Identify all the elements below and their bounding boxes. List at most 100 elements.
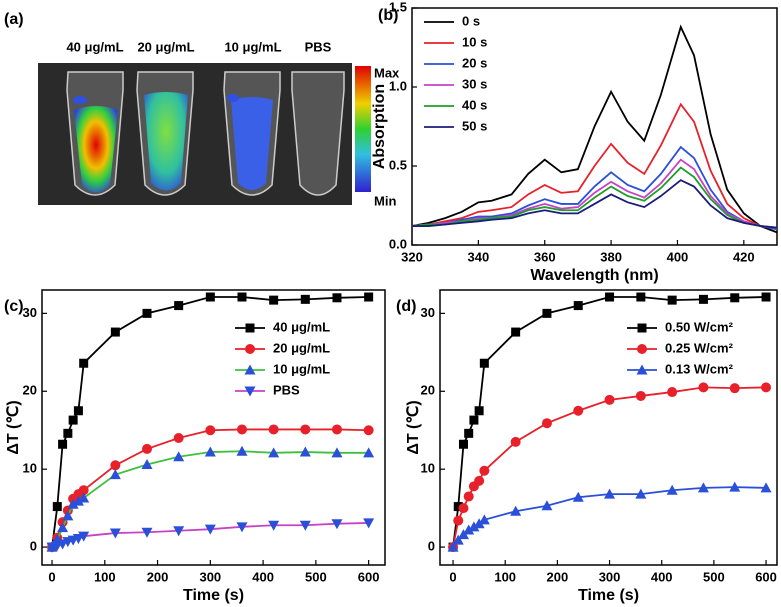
plot-frame: [41, 289, 386, 566]
tube-label: 20 μg/mL: [137, 39, 194, 54]
marker: [464, 428, 474, 438]
marker: [666, 484, 678, 495]
marker: [52, 502, 62, 512]
series-line: [452, 386, 767, 548]
x-axis-label: Time (s): [183, 587, 244, 604]
marker: [331, 447, 343, 458]
x-tick-label: 100: [94, 569, 116, 584]
marker: [269, 295, 279, 305]
marker: [363, 518, 375, 529]
tube-label: 40 μg/mL: [66, 39, 123, 54]
y-tick-label: 0.5: [389, 157, 407, 172]
marker: [331, 424, 342, 435]
x-tick-label: 500: [305, 569, 327, 584]
panel-label: (d): [396, 298, 416, 315]
y-tick-label: 0.0: [389, 236, 407, 251]
marker: [236, 445, 248, 456]
legend-label: 0.25 W/cm²: [665, 340, 734, 355]
series-line: [411, 102, 778, 231]
marker: [142, 308, 152, 318]
plot-frame: [411, 7, 778, 246]
marker: [300, 294, 310, 304]
marker: [300, 424, 311, 435]
marker: [205, 425, 216, 436]
y-tick-label: 10: [23, 461, 37, 476]
y-tick-label: 1.0: [389, 78, 407, 93]
x-tick-label: 320: [401, 249, 423, 264]
marker: [452, 534, 464, 545]
marker: [510, 436, 521, 447]
marker: [363, 447, 375, 458]
x-tick-label: 400: [651, 569, 673, 584]
marker: [541, 500, 553, 511]
marker: [572, 491, 584, 502]
marker: [729, 481, 741, 492]
series-line: [51, 450, 369, 548]
legend-marker: [637, 323, 647, 333]
marker: [468, 521, 480, 532]
legend-label: 0 s: [462, 13, 480, 28]
marker: [463, 524, 475, 535]
legend-label: 0.50 W/cm²: [665, 319, 734, 334]
marker: [141, 527, 153, 538]
series-line: [51, 296, 369, 548]
x-tick-label: 300: [599, 569, 621, 584]
marker: [72, 495, 84, 506]
marker: [635, 488, 647, 499]
marker: [237, 292, 247, 302]
legend-label: 40 μg/mL: [273, 319, 330, 334]
marker: [511, 327, 521, 337]
marker: [68, 415, 78, 425]
marker: [667, 295, 677, 305]
marker: [364, 292, 374, 302]
marker: [173, 526, 185, 537]
x-tick-label: 100: [494, 569, 516, 584]
marker: [729, 383, 740, 394]
y-tick-label: 0: [30, 539, 37, 554]
plot-frame: [439, 289, 778, 566]
marker: [110, 327, 120, 337]
panel-label: (b): [378, 7, 398, 24]
legend-label: 10 μg/mL: [273, 361, 330, 376]
marker: [78, 531, 90, 542]
x-tick-label: 200: [547, 569, 569, 584]
series-line: [412, 179, 778, 229]
legend-label: PBS: [273, 382, 300, 397]
legend-label: 50 s: [462, 118, 487, 133]
marker: [57, 522, 69, 533]
marker: [698, 382, 709, 393]
y-tick-label: 10: [421, 461, 435, 476]
x-axis-label: Time (s): [578, 587, 639, 604]
legend-marker: [244, 364, 256, 375]
marker: [204, 446, 216, 457]
legend-marker: [244, 386, 256, 397]
marker: [173, 433, 184, 444]
marker: [268, 520, 280, 531]
marker: [236, 522, 248, 533]
x-tick-label: 500: [703, 569, 725, 584]
marker: [236, 424, 247, 435]
marker: [73, 406, 83, 416]
x-axis-label: Wavelength (nm): [530, 267, 658, 284]
marker: [697, 482, 709, 493]
marker: [174, 301, 184, 311]
marker: [474, 406, 484, 416]
y-tick-label: 0: [428, 539, 435, 554]
marker: [760, 482, 772, 493]
series-line: [411, 166, 778, 229]
x-tick-label: 200: [147, 569, 169, 584]
marker: [458, 439, 468, 449]
marker: [299, 520, 311, 531]
y-axis-label: ΔT (℃): [5, 400, 22, 454]
marker: [110, 460, 121, 471]
x-tick-label: 360: [534, 249, 556, 264]
marker: [474, 475, 485, 486]
x-tick-label: 400: [252, 569, 274, 584]
legend-marker: [245, 344, 255, 354]
marker: [78, 485, 89, 496]
panel-label: (c): [4, 298, 24, 315]
legend-marker: [637, 344, 647, 354]
marker: [447, 541, 459, 552]
panel-label: (a): [4, 11, 24, 28]
